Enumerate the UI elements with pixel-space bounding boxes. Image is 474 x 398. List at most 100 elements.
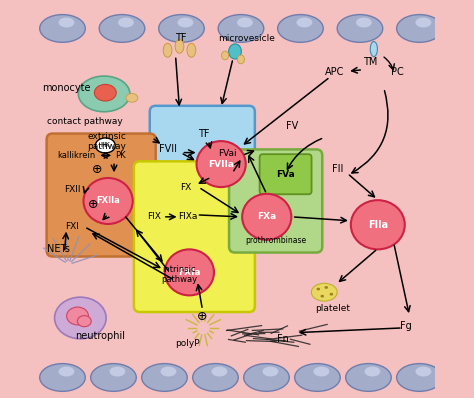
FancyBboxPatch shape	[39, 356, 435, 398]
Ellipse shape	[365, 367, 380, 377]
Text: TF: TF	[198, 129, 209, 139]
Ellipse shape	[40, 15, 85, 42]
Ellipse shape	[55, 297, 106, 339]
Text: FII: FII	[332, 164, 344, 174]
FancyBboxPatch shape	[134, 161, 255, 312]
Text: Fn: Fn	[277, 334, 289, 343]
Ellipse shape	[317, 288, 320, 291]
Ellipse shape	[221, 51, 228, 60]
Ellipse shape	[187, 43, 196, 57]
Ellipse shape	[397, 364, 442, 391]
Ellipse shape	[83, 178, 133, 224]
Text: APC: APC	[325, 67, 344, 77]
FancyBboxPatch shape	[229, 149, 322, 253]
Text: contact pathway: contact pathway	[46, 117, 122, 126]
Ellipse shape	[329, 293, 333, 296]
Text: FXIIa: FXIIa	[96, 197, 120, 205]
Text: extrinsic
pathway: extrinsic pathway	[87, 132, 126, 151]
FancyBboxPatch shape	[46, 134, 155, 256]
Text: HK: HK	[100, 142, 110, 148]
Ellipse shape	[313, 367, 329, 377]
Ellipse shape	[78, 76, 130, 112]
Ellipse shape	[58, 367, 74, 377]
Text: ⊕: ⊕	[197, 310, 208, 322]
Text: NETs: NETs	[47, 244, 70, 254]
Text: TM: TM	[363, 57, 377, 67]
Text: intrinsic
pathway: intrinsic pathway	[162, 265, 198, 284]
Text: TF: TF	[174, 33, 186, 43]
Ellipse shape	[346, 364, 391, 391]
Ellipse shape	[416, 367, 431, 377]
Text: microvesicle: microvesicle	[219, 34, 275, 43]
Text: monocyte: monocyte	[42, 83, 91, 93]
Ellipse shape	[263, 367, 278, 377]
Text: platelet: platelet	[315, 304, 350, 312]
Ellipse shape	[67, 307, 89, 325]
Ellipse shape	[58, 18, 74, 27]
Ellipse shape	[77, 316, 91, 327]
Ellipse shape	[278, 15, 323, 42]
FancyBboxPatch shape	[39, 36, 435, 362]
Ellipse shape	[356, 18, 372, 27]
Ellipse shape	[197, 141, 246, 187]
Text: FVIIa: FVIIa	[208, 160, 234, 169]
Ellipse shape	[126, 94, 138, 102]
Text: polyP: polyP	[175, 339, 200, 348]
Ellipse shape	[99, 15, 145, 42]
Text: ⊕: ⊕	[88, 199, 99, 211]
Ellipse shape	[320, 295, 324, 298]
Ellipse shape	[242, 194, 292, 240]
Text: ⊕: ⊕	[92, 163, 103, 176]
Text: FIX: FIX	[147, 213, 161, 221]
Ellipse shape	[91, 364, 137, 391]
Text: FXa: FXa	[257, 213, 276, 221]
Text: PK: PK	[115, 151, 125, 160]
Text: neutrophil: neutrophil	[75, 331, 125, 341]
Ellipse shape	[295, 364, 340, 391]
Text: FXI: FXI	[65, 222, 79, 231]
Text: kallikrein: kallikrein	[57, 151, 95, 160]
Ellipse shape	[94, 84, 116, 101]
FancyBboxPatch shape	[39, 7, 435, 50]
Ellipse shape	[218, 15, 264, 42]
Text: FVII: FVII	[159, 144, 177, 154]
Ellipse shape	[416, 18, 431, 27]
Text: Fg: Fg	[400, 321, 411, 331]
FancyBboxPatch shape	[150, 106, 255, 205]
Ellipse shape	[244, 364, 289, 391]
Text: PC: PC	[391, 67, 404, 77]
Ellipse shape	[237, 55, 245, 64]
Ellipse shape	[237, 18, 253, 27]
Ellipse shape	[109, 367, 126, 377]
Text: FVai: FVai	[218, 149, 237, 158]
Text: FXII: FXII	[64, 185, 81, 193]
Ellipse shape	[175, 39, 184, 53]
Ellipse shape	[324, 286, 328, 289]
Ellipse shape	[311, 283, 337, 301]
Ellipse shape	[159, 15, 204, 42]
Ellipse shape	[177, 18, 193, 27]
Text: FIXa: FIXa	[178, 213, 197, 221]
Ellipse shape	[297, 18, 312, 27]
Ellipse shape	[118, 18, 134, 27]
Text: FIIa: FIIa	[368, 220, 388, 230]
Ellipse shape	[163, 43, 172, 57]
Ellipse shape	[161, 367, 176, 377]
Ellipse shape	[165, 250, 214, 295]
Ellipse shape	[40, 364, 85, 391]
Text: prothrombinase: prothrombinase	[246, 236, 306, 245]
FancyBboxPatch shape	[260, 154, 311, 194]
Text: FV: FV	[286, 121, 299, 131]
Ellipse shape	[351, 200, 405, 250]
Ellipse shape	[337, 15, 383, 42]
Ellipse shape	[228, 44, 241, 59]
Ellipse shape	[397, 15, 442, 42]
Ellipse shape	[370, 41, 377, 57]
Text: FXIa: FXIa	[178, 268, 201, 277]
Ellipse shape	[192, 364, 238, 391]
Ellipse shape	[211, 367, 228, 377]
Ellipse shape	[142, 364, 187, 391]
Text: FX: FX	[180, 183, 191, 191]
Text: FVa: FVa	[276, 170, 295, 179]
Ellipse shape	[95, 138, 115, 153]
